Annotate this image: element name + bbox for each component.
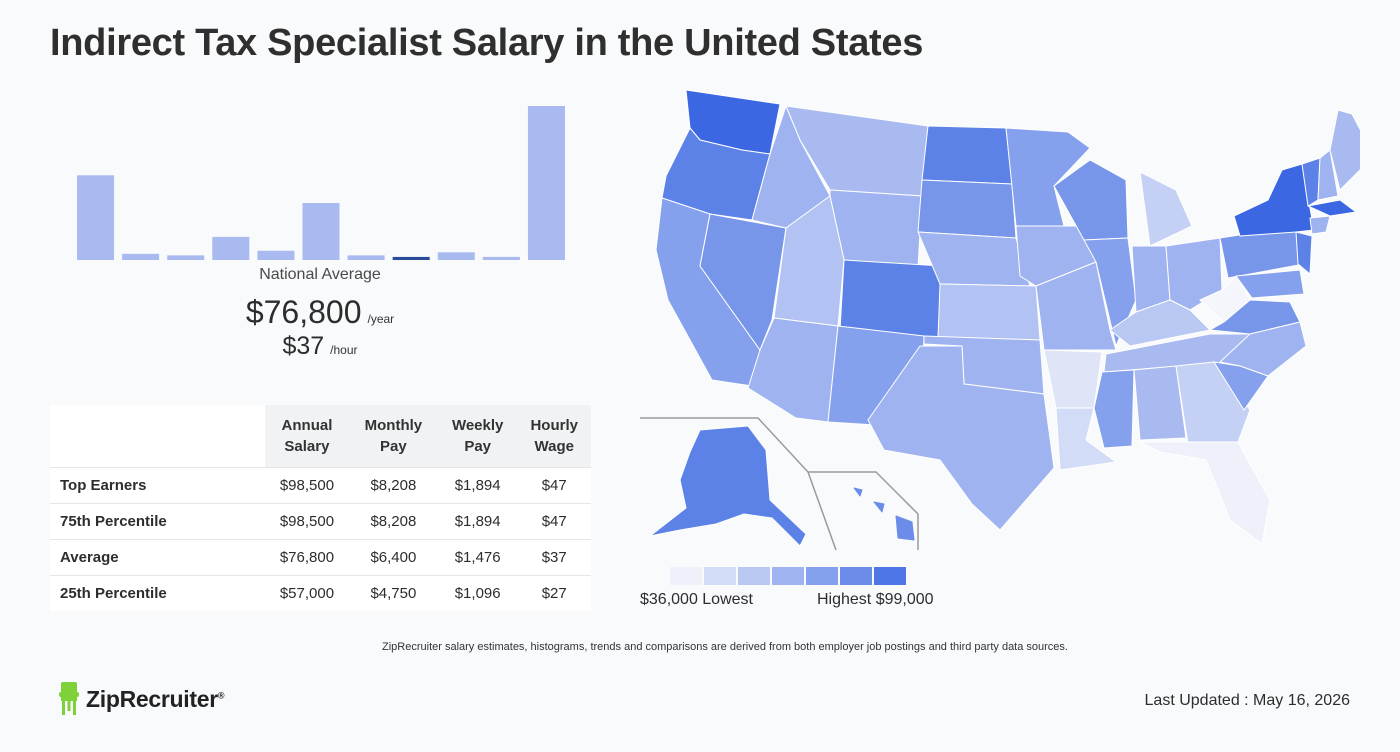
state-southcarolina	[1213, 361, 1269, 411]
histogram-bar	[347, 255, 385, 260]
histogram-svg	[77, 106, 565, 260]
histogram-bar-current	[392, 256, 430, 260]
legend-low-label: $36,000 Lowest	[640, 591, 753, 608]
page-title: Indirect Tax Specialist Salary in the Un…	[50, 22, 924, 64]
cell-monthly: $8,208	[348, 466, 438, 503]
legend-swatch	[806, 567, 838, 585]
state-wisconsin	[1053, 159, 1129, 241]
row-label: 25th Percentile	[50, 574, 265, 611]
histogram-bar	[302, 203, 340, 260]
state-maine	[1329, 109, 1360, 191]
table-row: 25th Percentile $57,000 $4,750 $1,096 $2…	[50, 574, 591, 611]
last-updated: Last Updated : May 16, 2026	[1144, 692, 1350, 709]
cell-weekly: $1,476	[437, 538, 518, 575]
cell-weekly: $1,894	[437, 466, 518, 503]
histogram-bar	[437, 252, 475, 260]
footnote: ZipRecruiter salary estimates, histogram…	[382, 641, 1068, 653]
table-row: 75th Percentile $98,500 $8,208 $1,894 $4…	[50, 502, 591, 539]
alaska-inset-border	[640, 417, 837, 551]
state-newyork	[1233, 163, 1315, 237]
table-header-blank	[50, 405, 265, 467]
cell-hourly: $37	[517, 538, 591, 575]
cell-weekly: $1,096	[437, 574, 518, 611]
state-newhampshire	[1317, 149, 1339, 201]
logo-text: ZipRecruiter®	[86, 685, 225, 712]
us-salary-map	[640, 89, 1360, 551]
state-southdakota	[917, 179, 1017, 239]
annual-average: $76,800/year	[180, 294, 460, 331]
state-missouri	[1035, 261, 1117, 351]
state-kansas	[937, 283, 1041, 341]
state-texas	[867, 345, 1055, 531]
cell-hourly: $47	[517, 466, 591, 503]
cell-annual: $76,800	[265, 538, 349, 575]
state-utah	[773, 195, 845, 327]
cell-annual: $57,000	[265, 574, 349, 611]
annual-average-unit: /year	[367, 312, 395, 326]
cell-hourly: $27	[517, 574, 591, 611]
histogram-bar	[212, 236, 250, 260]
cell-hourly: $47	[517, 502, 591, 539]
legend-swatch	[704, 567, 736, 585]
cell-monthly: $8,208	[348, 502, 438, 539]
salary-table: Annual Salary Monthly Pay Weekly Pay Hourly…	[50, 405, 591, 611]
histogram-bar	[257, 250, 295, 260]
hourly-average: $37/hour	[180, 332, 460, 361]
table-row: Top Earners $98,500 $8,208 $1,894 $47	[50, 466, 591, 503]
state-massachusetts	[1307, 199, 1357, 217]
hawaii-inset-border	[808, 471, 919, 550]
row-label: 75th Percentile	[50, 502, 265, 539]
histogram-bar	[167, 255, 205, 260]
table-header-hourly: Hourly Wage	[517, 405, 591, 467]
table-header-row: Annual Salary Monthly Pay Weekly Pay Hourly…	[50, 405, 591, 467]
state-wyoming	[829, 189, 923, 269]
state-georgia	[1175, 361, 1251, 445]
legend-high-label: Highest $99,000	[817, 591, 934, 608]
state-alabama	[1133, 365, 1187, 441]
state-louisiana	[1055, 407, 1117, 471]
state-arkansas	[1043, 349, 1103, 409]
legend-swatch	[874, 567, 906, 585]
cell-annual: $98,500	[265, 502, 349, 539]
state-michigan	[1139, 171, 1193, 247]
histogram-bar	[122, 253, 160, 260]
table-header-monthly: Monthly Pay	[348, 405, 438, 467]
state-maryland	[1235, 269, 1305, 299]
row-label: Top Earners	[50, 466, 265, 503]
cell-monthly: $6,400	[348, 538, 438, 575]
annual-average-value: $76,800	[245, 294, 362, 330]
state-newjersey	[1295, 231, 1313, 275]
legend-swatch	[670, 567, 702, 585]
state-connecticut	[1309, 215, 1331, 235]
state-mississippi	[1093, 369, 1135, 449]
table-header-weekly: Weekly Pay	[437, 405, 518, 467]
state-florida	[1139, 441, 1271, 545]
chair-icon	[59, 682, 79, 715]
national-average-label: National Average	[259, 266, 381, 283]
histogram-bar	[77, 175, 115, 260]
state-alaska	[649, 425, 807, 547]
histogram-bar	[527, 106, 565, 260]
legend-swatch	[738, 567, 770, 585]
cell-annual: $98,500	[265, 466, 349, 503]
table-row: Average $76,800 $6,400 $1,476 $37	[50, 538, 591, 575]
cell-monthly: $4,750	[348, 574, 438, 611]
legend-swatch	[840, 567, 872, 585]
salary-histogram	[72, 100, 568, 260]
state-hawaii	[853, 487, 915, 541]
histogram-bar	[482, 256, 520, 260]
map-legend	[670, 567, 906, 585]
ziprecruiter-logo[interactable]: ZipRecruiter®	[58, 682, 225, 716]
state-nevada	[699, 213, 787, 351]
state-kentucky	[1109, 299, 1211, 347]
state-colorado	[839, 259, 943, 339]
row-label: Average	[50, 538, 265, 575]
hourly-average-unit: /hour	[330, 343, 358, 357]
legend-swatch	[772, 567, 804, 585]
state-northdakota	[921, 125, 1013, 185]
table-header-annual: Annual Salary	[265, 405, 349, 467]
cell-weekly: $1,894	[437, 502, 518, 539]
hourly-average-value: $37	[282, 332, 325, 360]
